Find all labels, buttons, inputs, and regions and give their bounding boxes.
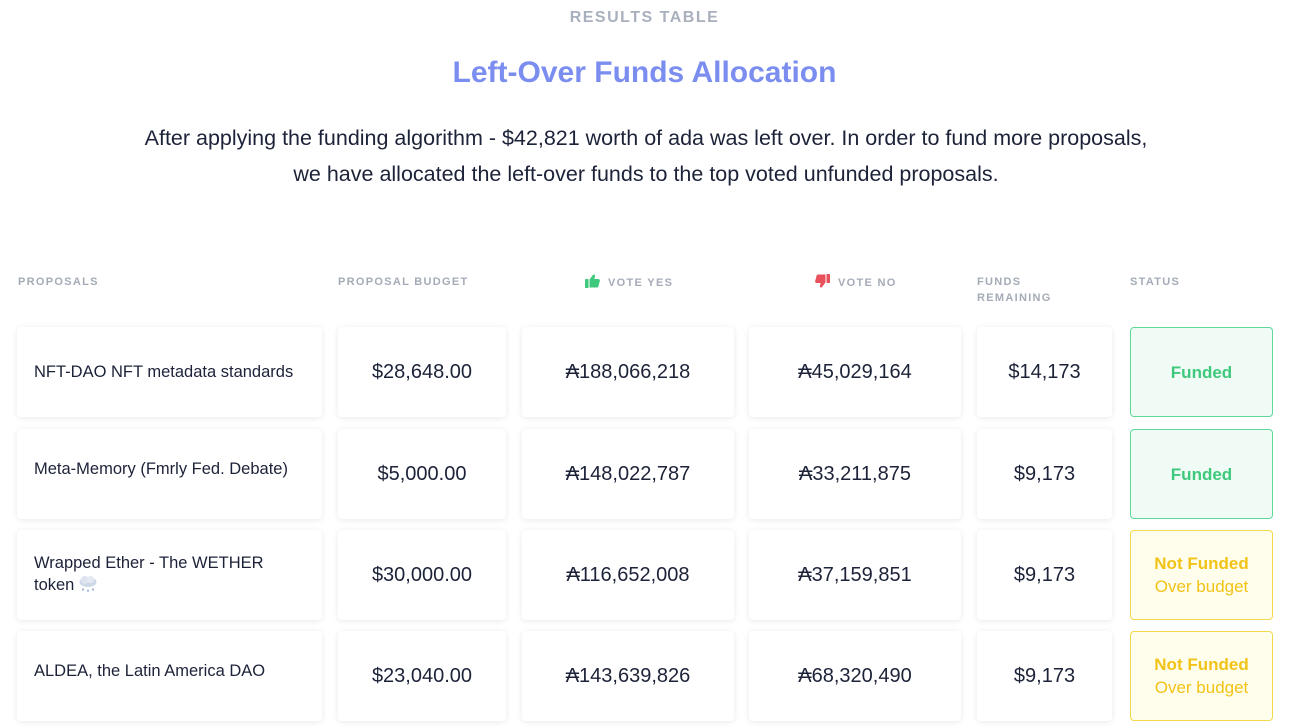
header-vote-no: VOTE NO (815, 274, 897, 293)
vote-no-cell: ₳37,159,851 (749, 530, 961, 620)
proposal-name-cell: NFT-DAO NFT metadata standards (17, 327, 322, 417)
thumbs-down-icon (815, 274, 830, 293)
status-badge: Funded (1130, 429, 1273, 519)
status-label: Not Funded (1154, 554, 1249, 573)
snow-cloud-icon (78, 575, 98, 599)
header-funds-remaining-line2: REMAINING (977, 292, 1052, 304)
funds-remaining-value: $9,173 (1013, 563, 1076, 586)
page-title: Left-Over Funds Allocation (452, 56, 837, 89)
funds-remaining-value: $14,173 (1008, 360, 1081, 383)
header-vote-yes: VOTE YES (585, 274, 673, 293)
proposal-budget: $28,648.00 (371, 360, 473, 383)
vote-no-value: ₳68,320,490 (798, 664, 912, 687)
proposal-budget-cell: $28,648.00 (338, 327, 506, 417)
header-vote-no-label: VOTE NO (838, 277, 897, 289)
funds-remaining-cell: $9,173 (977, 631, 1112, 721)
header-funds-remaining: FUNDS REMAINING (977, 274, 1052, 306)
vote-no-cell: ₳45,029,164 (749, 327, 961, 417)
thumbs-up-icon (585, 274, 600, 293)
funds-remaining-value: $9,173 (1013, 462, 1076, 485)
proposal-name-cell: ALDEA, the Latin America DAO (17, 631, 322, 721)
proposal-budget-cell: $30,000.00 (338, 530, 506, 620)
proposal-budget-cell: $5,000.00 (338, 429, 506, 519)
vote-no-cell: ₳33,211,875 (749, 429, 961, 519)
vote-no-value: ₳37,159,851 (798, 563, 912, 586)
page-description: After applying the funding algorithm - $… (144, 126, 1148, 186)
vote-yes-cell: ₳148,022,787 (522, 429, 734, 519)
status-note: Over budget (1154, 577, 1249, 596)
status-note: Over budget (1154, 678, 1249, 697)
proposal-name-cell: Wrapped Ether - The WETHER token (17, 530, 322, 620)
header-status: STATUS (1130, 276, 1181, 288)
status-badge: Funded (1130, 327, 1273, 417)
vote-yes-cell: ₳188,066,218 (522, 327, 734, 417)
proposal-name: ALDEA, the Latin America DAO (34, 662, 266, 680)
funds-remaining-cell: $9,173 (977, 429, 1112, 519)
vote-no-value: ₳33,211,875 (799, 462, 911, 485)
status-badge: Not Funded Over budget (1130, 631, 1273, 721)
vote-yes-value: ₳116,652,008 (566, 563, 690, 586)
status-label: Funded (1170, 362, 1233, 382)
vote-yes-cell: ₳116,652,008 (522, 530, 734, 620)
vote-yes-value: ₳148,022,787 (565, 462, 691, 485)
proposal-budget: $23,040.00 (371, 664, 473, 687)
vote-yes-value: ₳188,066,218 (565, 360, 691, 383)
status-badge: Not Funded Over budget (1130, 530, 1273, 620)
funds-remaining-value: $9,173 (1013, 664, 1076, 687)
proposal-name-wrap: Wrapped Ether - The WETHER token (34, 552, 305, 599)
proposal-name: Wrapped Ether - The WETHER token (34, 553, 264, 594)
proposal-budget: $30,000.00 (371, 563, 473, 586)
proposal-name: NFT-DAO NFT metadata standards (34, 363, 294, 381)
header-funds-remaining-line1: FUNDS (977, 276, 1022, 288)
funds-remaining-cell: $14,173 (977, 327, 1112, 417)
vote-yes-value: ₳143,639,826 (565, 664, 691, 687)
status-label: Not Funded (1154, 655, 1249, 674)
header-proposal-budget: PROPOSAL BUDGET (338, 276, 469, 288)
proposal-budget: $5,000.00 (377, 462, 467, 485)
vote-yes-cell: ₳143,639,826 (522, 631, 734, 721)
header-vote-yes-label: VOTE YES (608, 277, 674, 289)
vote-no-value: ₳45,029,164 (798, 360, 912, 383)
proposal-name-cell: Meta-Memory (Fmrly Fed. Debate) (17, 429, 322, 519)
section-eyebrow: RESULTS TABLE (569, 9, 720, 26)
proposal-budget-cell: $23,040.00 (338, 631, 506, 721)
vote-no-cell: ₳68,320,490 (749, 631, 961, 721)
header-proposals: PROPOSALS (18, 276, 99, 288)
status-label: Funded (1170, 464, 1233, 484)
proposal-name: Meta-Memory (Fmrly Fed. Debate) (34, 460, 288, 478)
funds-remaining-cell: $9,173 (977, 530, 1112, 620)
